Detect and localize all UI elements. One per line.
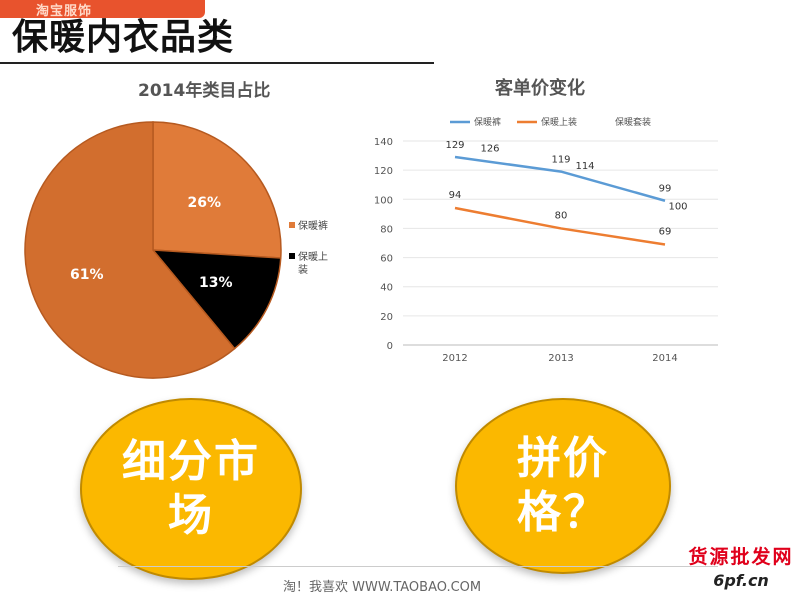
legend-label: 保暖套装 [615,116,651,128]
data-label: 119 [551,155,570,166]
title-divider [0,62,434,64]
page-title: 保暖内衣品类 [12,17,235,58]
series-line [454,206,666,246]
y-tick-label: 20 [380,312,393,323]
pie-value-label: 26% [188,195,222,211]
data-label: 100 [668,201,687,212]
legend-label: 装 [298,263,308,276]
y-tick-label: 140 [374,137,393,148]
x-tick-label: 2012 [442,353,467,364]
watermark-text: 货源批发网 [688,546,794,568]
data-label: 99 [659,184,672,195]
watermark-url: 6pf.cn [713,571,769,590]
data-label: 94 [449,190,462,201]
bubble-price-competition: 拼价格？ [455,398,671,574]
bubble-segmented-market: 细分市场 [80,398,302,580]
data-label: 69 [659,226,672,237]
pie-slice [24,121,236,379]
y-tick-label: 0 [387,341,393,352]
pie-value-label: 61% [70,267,104,283]
pie-slice [152,121,282,259]
footer-divider [118,566,718,567]
footer-text: 淘！我喜欢 WWW.TAOBAO.COM [283,580,482,595]
bubble-segmented-market-label: 细分市场 [122,436,260,541]
y-tick-label: 60 [380,254,393,265]
y-tick-label: 80 [380,224,393,235]
pie-slice [151,249,282,350]
series-line [454,155,666,202]
bubble-price-competition-label: 拼价格？ [517,433,609,538]
watermark: 货源批发网 6pf.cn [686,542,796,590]
data-label: 80 [555,210,568,221]
pie-chart-title: 2014年类目占比 [138,81,271,101]
line-chart-title: 客单价变化 [495,78,585,99]
x-tick-label: 2014 [652,353,677,364]
legend-label: 保暖裤 [474,116,501,128]
data-label: 126 [480,143,499,154]
legend-label: 保暖上装 [541,116,577,128]
y-tick-label: 40 [380,283,393,294]
brand-tab: 淘宝服饰 [0,0,205,19]
legend-swatch [289,253,295,259]
data-label: 114 [575,161,594,172]
legend-label: 保暖裤 [298,219,328,232]
data-label: 129 [445,140,464,151]
legend-label: 保暖上 [298,250,328,263]
brand-label: 淘宝服饰 [36,4,93,19]
x-tick-label: 2013 [548,353,573,364]
legend-swatch [289,222,295,228]
y-tick-label: 100 [374,195,393,206]
y-tick-label: 120 [374,166,393,177]
pie-value-label: 13% [199,275,233,291]
